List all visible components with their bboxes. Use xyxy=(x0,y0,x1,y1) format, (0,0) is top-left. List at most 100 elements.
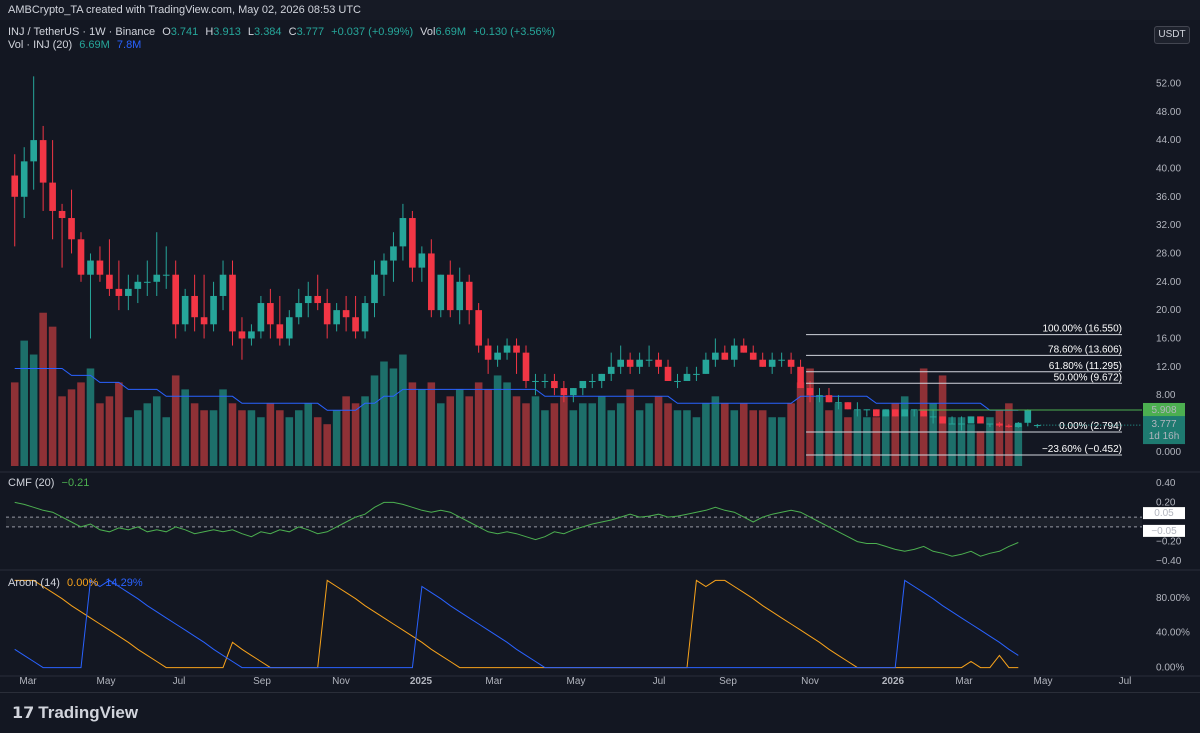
close-label: C xyxy=(288,26,297,38)
candle-body xyxy=(683,373,691,381)
candle-body xyxy=(267,303,274,325)
volume-bar xyxy=(437,403,445,466)
price-tick-label: 0.000 xyxy=(1156,447,1181,458)
candle-body xyxy=(882,409,890,417)
candle-body xyxy=(418,253,426,268)
tradingview-logo[interactable]: 𝟭𝟳 TradingView xyxy=(12,703,138,723)
candle-body xyxy=(437,274,445,311)
candle-body xyxy=(920,409,927,417)
volume-bar xyxy=(872,417,881,466)
cmf-band-label: 0.05 xyxy=(1154,508,1174,519)
price-tick-label: 52.00 xyxy=(1156,78,1181,89)
volume-bar xyxy=(825,410,833,466)
volume-bar xyxy=(948,417,956,466)
volume-ma-line xyxy=(14,368,1019,411)
candle-body xyxy=(484,345,492,360)
candle-body xyxy=(162,274,170,276)
volume-bar xyxy=(834,403,843,466)
chart-caption: AMBCrypto_TA created with TradingView.co… xyxy=(8,4,361,16)
volume-bar xyxy=(238,410,246,466)
cmf-legend: CMF (20) −0.21 xyxy=(8,477,93,489)
volume-bar xyxy=(294,410,303,466)
volume-bar xyxy=(465,396,473,466)
candle-body xyxy=(134,281,142,289)
time-tick-label: Sep xyxy=(719,676,737,687)
volume-bar xyxy=(446,396,455,466)
volume-bar xyxy=(673,410,682,466)
volume-bar xyxy=(228,403,237,466)
volume-bar xyxy=(209,410,218,466)
candle-body xyxy=(806,388,814,396)
candle-body xyxy=(674,380,681,382)
candle-body xyxy=(399,218,407,247)
fib-level-label: −23.60% (−0.452) xyxy=(1042,444,1122,455)
candle-body xyxy=(664,366,672,381)
volume-bar xyxy=(493,375,502,466)
volume-bar xyxy=(370,375,379,466)
price-tick-label: 32.00 xyxy=(1156,220,1181,231)
volume-bar xyxy=(910,410,918,466)
candle-body xyxy=(948,423,956,425)
fib-level-label: 50.00% (9.672) xyxy=(1054,372,1122,383)
volume-bar xyxy=(200,410,208,466)
vol-change: +0.130 (+3.56%) xyxy=(473,26,556,38)
volume-bar xyxy=(654,396,663,466)
volume-bar xyxy=(96,403,104,466)
volume-bar xyxy=(777,417,786,466)
volume-bar xyxy=(408,382,417,466)
currency-button[interactable]: USDT xyxy=(1154,26,1190,44)
candle-body xyxy=(693,373,700,375)
volume-bar xyxy=(749,410,758,466)
candle-body xyxy=(588,380,596,382)
candle-body xyxy=(106,274,113,289)
volume-bar xyxy=(512,396,521,466)
candle-body xyxy=(872,409,880,417)
candle-body xyxy=(30,140,37,162)
candle-body xyxy=(768,359,776,367)
time-tick-label: Mar xyxy=(19,676,37,687)
volume-bar xyxy=(815,396,824,466)
chart-area[interactable]: 4.008.0012.0016.0020.0024.0028.0032.0036… xyxy=(0,20,1200,692)
volume-bar xyxy=(560,396,568,466)
volume-bar xyxy=(900,396,909,466)
header-bar: AMBCrypto_TA created with TradingView.co… xyxy=(0,0,1200,20)
volume-bar xyxy=(683,410,691,466)
candle-body xyxy=(655,359,662,367)
time-tick-label: Jul xyxy=(1119,676,1132,687)
vol-value: 6.69M xyxy=(435,26,467,38)
volume-bar xyxy=(361,396,369,466)
candle-body xyxy=(39,140,47,183)
candle-body xyxy=(778,359,785,361)
volume-bar xyxy=(976,431,985,466)
volume-bar xyxy=(503,382,511,466)
price-tick-label: 36.00 xyxy=(1156,192,1181,203)
cmf-tick-label: 0.40 xyxy=(1156,478,1176,489)
brand-label: TradingView xyxy=(38,703,139,722)
volume-bar xyxy=(313,417,322,466)
candle-body xyxy=(248,331,255,339)
volume-bar xyxy=(77,382,85,466)
candle-body xyxy=(361,303,369,332)
volume-bar xyxy=(1014,424,1023,466)
volume-bar xyxy=(881,410,890,466)
chart-canvas[interactable]: 4.008.0012.0016.0020.0024.0028.0032.0036… xyxy=(0,20,1200,692)
time-tick-label: 2025 xyxy=(410,676,433,687)
candle-body xyxy=(740,345,748,353)
candle-body xyxy=(87,260,94,275)
price-tick-label: 48.00 xyxy=(1156,107,1181,118)
candle-body xyxy=(1024,410,1032,423)
volume-bar xyxy=(597,396,606,466)
cmf-tick-label: 0.20 xyxy=(1156,497,1176,508)
candle-body xyxy=(712,352,719,360)
candle-body xyxy=(333,310,340,325)
volume-bar xyxy=(86,368,95,466)
volume-bar xyxy=(863,417,871,466)
volume-bar xyxy=(181,389,189,466)
volume-bar xyxy=(276,410,284,466)
fib-level-label: 61.80% (11.295) xyxy=(1049,361,1122,372)
volume-bar xyxy=(919,368,928,466)
volume-bar xyxy=(1005,403,1013,466)
candle-body xyxy=(380,260,388,275)
volume-ma: 7.8M xyxy=(116,39,142,51)
volume-bar xyxy=(190,403,199,466)
